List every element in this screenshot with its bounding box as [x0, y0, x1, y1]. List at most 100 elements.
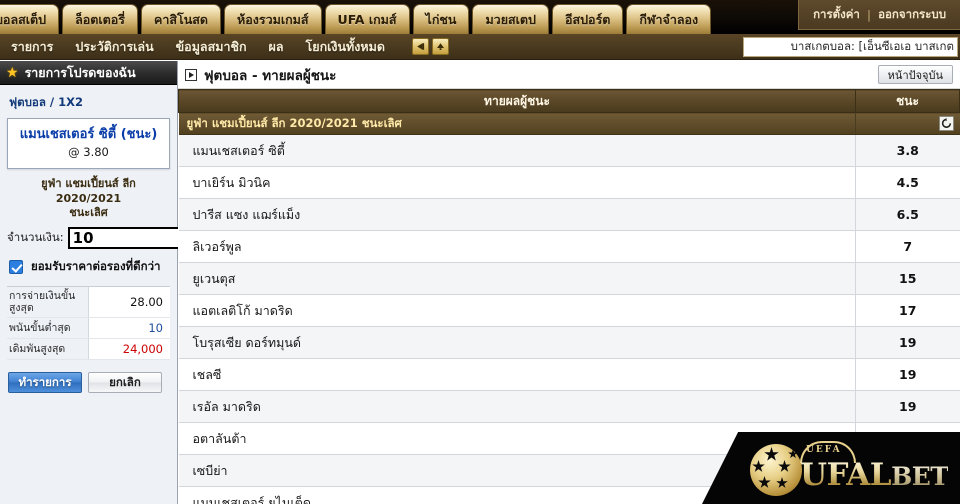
team-name-cell: แมนเชสเตอร์ ซิตี้ — [178, 134, 856, 167]
team-name-cell: อตาลันต้า — [178, 422, 856, 455]
bet-limit-value: 28.00 — [88, 287, 170, 318]
odds-cell[interactable]: 17 — [855, 294, 960, 327]
odds-cell[interactable]: 7 — [855, 230, 960, 263]
bet-slip-league-line-2: ชนะเลิศ — [69, 205, 108, 219]
bet-slip-title: รายการโปรดของฉัน — [24, 64, 136, 80]
accept-better-odds-checkbox[interactable] — [9, 260, 23, 275]
table-body: ยูฟ่า แชมเปี้ยนส์ ลีก 2020/2021 ชนะเลิศ — [178, 112, 960, 135]
settings-link[interactable]: การตั้งค่า — [813, 6, 860, 21]
table-row[interactable]: ลิเวอร์พูล 7 — [178, 230, 960, 263]
current-page-button[interactable]: หน้าปัจจุบัน — [877, 65, 953, 84]
nav-item-transfer-all[interactable]: โยกเงินทั้งหมด — [305, 38, 385, 54]
bet-slip-actions: ทำรายการ ยกเลิก — [7, 360, 170, 394]
tab-ufa-games[interactable]: UFA เกมส์ — [324, 4, 410, 34]
logout-link[interactable]: ออกจากระบบ — [878, 6, 946, 21]
tab-live-casino[interactable]: คาสิโนสด — [140, 4, 221, 34]
tab-list: บอลสเต็ป ล็อตเตอรี่ คาสิโนสด ห้องรวมเกมส์ UF… — [0, 0, 714, 34]
nav-arrow-group — [412, 38, 449, 55]
nav-item-member-info[interactable]: ข้อมูลสมาชิก — [175, 38, 247, 54]
team-name[interactable]: แมนเชสเตอร์ ยูไนเต็ด — [192, 494, 311, 504]
team-name-cell: เซบีย่า — [178, 454, 856, 487]
table-row[interactable]: แมนเชสเตอร์ ซิตี้ 3.8 — [178, 134, 960, 167]
table-row[interactable]: เรอัล มาดริด 19 — [178, 390, 960, 423]
team-name[interactable]: เซบีย่า — [192, 462, 228, 478]
bet-slip-selection[interactable]: แมนเชสเตอร์ ซิตี้ (ชนะ) @ 3.80 — [7, 118, 170, 170]
team-name[interactable]: ปารีส แซง แฌร์แม็ง — [192, 206, 301, 222]
odds-cell[interactable]: 3.8 — [855, 134, 960, 167]
team-name[interactable]: อตาลันต้า — [192, 430, 247, 446]
bet-slip-league-line-1: ยูฟ่า แชมเปี้ยนส์ ลีก 2020/2021 — [41, 177, 136, 205]
table-row[interactable]: เชลซี 19 — [178, 358, 960, 391]
tab-virtual-sports[interactable]: กีฬาจำลอง — [626, 4, 712, 34]
submit-bet-button[interactable]: ทำรายการ — [8, 372, 82, 394]
bet-slip-odds: @ 3.80 — [68, 145, 109, 160]
column-header-odds: ชนะ — [855, 89, 960, 113]
odds-cell[interactable]: 4.5 — [855, 166, 960, 199]
table-row[interactable]: แอตเลติโก้ มาดริด 17 — [178, 294, 960, 327]
odds-cell[interactable]: 19 — [855, 390, 960, 423]
account-separator: | — [866, 7, 872, 22]
bet-limit-label: เดิมพันสูงสุด — [9, 343, 66, 356]
bet-slip-panel: ★ รายการโปรดของฉัน ฟุตบอล / 1X2 แมนเชสเต… — [0, 61, 295, 504]
team-name[interactable]: บาเยิร์น มิวนิค — [192, 174, 271, 190]
bet-slip-body: ฟุตบอล / 1X2 แมนเชสเตอร์ ซิตี้ (ชนะ) @ 3… — [0, 85, 295, 394]
bet-limit-label: การจ่ายเงินขั้นสูงสุด — [9, 290, 76, 315]
accept-better-odds-label: ยอมรับราคาต่อรองที่ดีกว่า — [31, 259, 161, 274]
odds-cell[interactable]: 19 — [855, 358, 960, 391]
odds-cell[interactable]: 23 — [855, 454, 960, 487]
league-header-label: ยูฟ่า แชมเปี้ยนส์ ลีก 2020/2021 ชนะเลิศ — [178, 112, 856, 135]
odds-cell[interactable]: 19 — [855, 422, 960, 455]
team-name[interactable]: เรอัล มาดริด — [192, 398, 261, 414]
left-arrow-button[interactable] — [412, 38, 429, 55]
up-arrow-button[interactable] — [432, 38, 449, 55]
table-row[interactable]: เซบีย่า 23 — [178, 454, 960, 487]
bet-limits-table: การจ่ายเงินขั้นสูงสุด 28.00 พนันขั้นต่ำสุด… — [7, 286, 170, 361]
team-name[interactable]: เชลซี — [192, 366, 222, 382]
tab-lottery[interactable]: ล็อตเตอรี่ — [62, 4, 138, 34]
odds-cell[interactable]: 26 — [855, 486, 960, 504]
odds-cell[interactable]: 15 — [855, 262, 960, 295]
table-row[interactable]: บาเยิร์น มิวนิค 4.5 — [178, 166, 960, 199]
page-header: ฟุตบอล - ทายผลผู้ชนะ หน้าปัจจุบัน — [178, 61, 960, 89]
table-row[interactable]: โบรุสเซีย ดอร์ทมุนด์ 19 — [178, 326, 960, 359]
main-content: ฟุตบอล - ทายผลผู้ชนะ หน้าปัจจุบัน ทายผลผ… — [178, 61, 960, 504]
nav-item-history[interactable]: ประวัติการเล่น — [75, 38, 154, 54]
page-title: ฟุตบอล - ทายผลผู้ชนะ — [204, 67, 337, 84]
table-head: ทายผลผู้ชนะ ชนะ — [178, 89, 960, 113]
tab-cockfight[interactable]: ไก่ชน — [412, 4, 470, 34]
refresh-icon[interactable] — [938, 116, 954, 131]
team-name-cell: บาเยิร์น มิวนิค — [178, 166, 856, 199]
outright-odds-table: ทายผลผู้ชนะ ชนะ ยูฟ่า แชมเปี้ยนส์ ลีก 20… — [178, 89, 960, 504]
team-name-cell: เรอัล มาดริด — [178, 390, 856, 423]
team-name-cell: แมนเชสเตอร์ ยูไนเต็ด — [178, 486, 856, 504]
odds-cell[interactable]: 19 — [855, 326, 960, 359]
tab-game-room[interactable]: ห้องรวมเกมส์ — [224, 4, 322, 34]
team-name[interactable]: ลิเวอร์พูล — [192, 238, 242, 254]
left-arrow-icon — [417, 43, 425, 50]
table-row[interactable]: แมนเชสเตอร์ ยูไนเต็ด 26 — [178, 486, 960, 504]
bet-slip-team: แมนเชสเตอร์ ซิตี้ (ชนะ) — [19, 127, 158, 142]
column-header-name: ทายผลผู้ชนะ — [178, 89, 856, 113]
table-header-row: ทายผลผู้ชนะ ชนะ — [178, 89, 960, 113]
nav-item-list: รายการ ประวัติการเล่น ข้อมูลสมาชิก ผล โยกเงิ… — [0, 37, 396, 57]
odds-cell[interactable]: 6.5 — [855, 198, 960, 231]
tab-ball-step[interactable]: บอลสเต็ป — [0, 4, 60, 34]
team-name-cell: ลิเวอร์พูล — [178, 230, 856, 263]
team-name[interactable]: แมนเชสเตอร์ ซิตี้ — [192, 142, 285, 158]
team-name[interactable]: ยูเวนตุส — [192, 270, 236, 286]
table-row[interactable]: ยูเวนตุส 15 — [178, 262, 960, 295]
accept-better-odds-row[interactable]: ยอมรับราคาต่อรองที่ดีกว่า — [7, 258, 170, 286]
league-header-row: ยูฟ่า แชมเปี้ยนส์ ลีก 2020/2021 ชนะเลิศ — [178, 112, 960, 135]
table-row[interactable]: ปารีส แซง แฌร์แม็ง 6.5 — [178, 198, 960, 231]
nav-item-list[interactable]: รายการ — [11, 38, 54, 54]
cancel-bet-button[interactable]: ยกเลิก — [88, 372, 162, 394]
team-name[interactable]: แอตเลติโก้ มาดริด — [192, 302, 293, 318]
table-row[interactable]: อตาลันต้า 19 — [178, 422, 960, 455]
play-square-icon — [185, 68, 197, 81]
tab-esports[interactable]: อีสปอร์ต — [551, 4, 624, 34]
nav-item-results[interactable]: ผล — [268, 38, 284, 54]
bet-limit-label: พนันขั้นต่ำสุด — [9, 322, 71, 335]
team-name[interactable]: โบรุสเซีย ดอร์ทมุนด์ — [192, 334, 302, 350]
bet-limit-row: เดิมพันสูงสุด 24,000 — [7, 339, 170, 361]
tab-muay-step[interactable]: มวยสเตป — [472, 4, 549, 34]
